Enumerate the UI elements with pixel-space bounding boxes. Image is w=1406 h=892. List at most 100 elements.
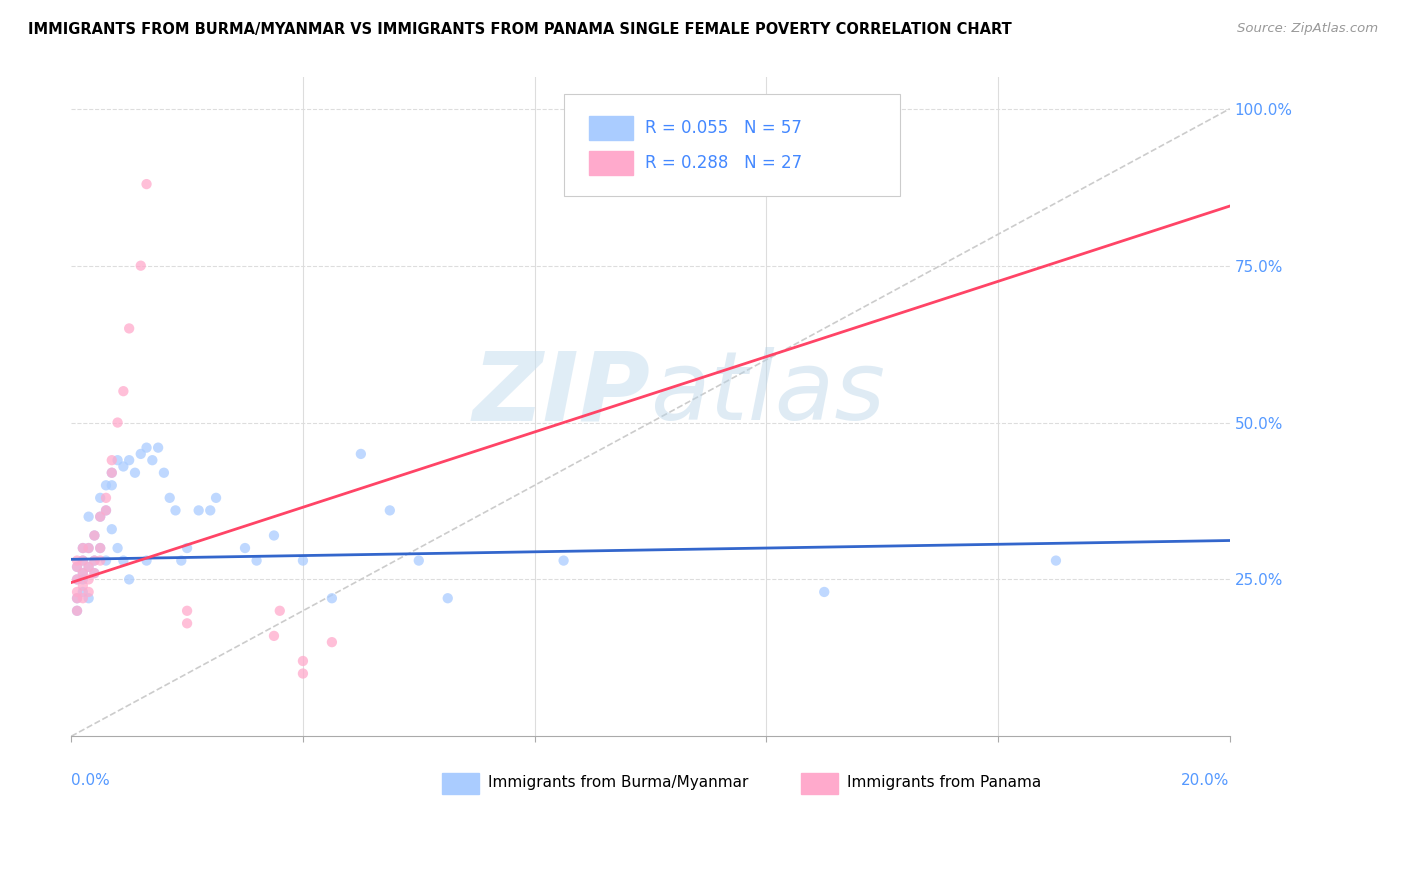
- Point: [263, 528, 285, 542]
- Point: [77, 541, 100, 555]
- Point: [107, 541, 129, 555]
- Point: [205, 491, 228, 505]
- Text: R = 0.288   N = 27: R = 0.288 N = 27: [645, 154, 801, 172]
- Point: [1045, 553, 1067, 567]
- Text: 20.0%: 20.0%: [1181, 772, 1230, 788]
- Point: [112, 553, 135, 567]
- Point: [101, 466, 124, 480]
- Point: [159, 491, 181, 505]
- Point: [72, 573, 94, 587]
- Point: [112, 384, 135, 399]
- Point: [72, 591, 94, 606]
- Point: [66, 553, 89, 567]
- Point: [408, 553, 430, 567]
- Text: IMMIGRANTS FROM BURMA/MYANMAR VS IMMIGRANTS FROM PANAMA SINGLE FEMALE POVERTY CO: IMMIGRANTS FROM BURMA/MYANMAR VS IMMIGRA…: [28, 22, 1012, 37]
- Point: [291, 654, 314, 668]
- Point: [89, 541, 111, 555]
- Text: Immigrants from Burma/Myanmar: Immigrants from Burma/Myanmar: [488, 775, 748, 790]
- Point: [72, 566, 94, 581]
- Point: [77, 591, 100, 606]
- FancyBboxPatch shape: [564, 94, 900, 196]
- Point: [118, 321, 141, 335]
- Point: [77, 559, 100, 574]
- Point: [89, 509, 111, 524]
- Point: [107, 453, 129, 467]
- Point: [378, 503, 401, 517]
- Point: [187, 503, 209, 517]
- Point: [112, 459, 135, 474]
- Point: [350, 447, 373, 461]
- Point: [101, 522, 124, 536]
- Point: [66, 559, 89, 574]
- Point: [107, 416, 129, 430]
- Point: [263, 629, 285, 643]
- Point: [436, 591, 458, 606]
- Point: [94, 491, 117, 505]
- Bar: [589, 152, 633, 175]
- Point: [94, 478, 117, 492]
- Point: [269, 604, 291, 618]
- Point: [89, 491, 111, 505]
- Point: [89, 541, 111, 555]
- Point: [66, 591, 89, 606]
- Point: [89, 509, 111, 524]
- Point: [233, 541, 256, 555]
- Point: [83, 553, 105, 567]
- Point: [246, 553, 269, 567]
- Point: [321, 635, 343, 649]
- Point: [83, 566, 105, 581]
- Point: [813, 585, 835, 599]
- Point: [94, 503, 117, 517]
- Point: [94, 503, 117, 517]
- Text: R = 0.055   N = 57: R = 0.055 N = 57: [645, 120, 801, 137]
- Point: [77, 559, 100, 574]
- Text: Immigrants from Panama: Immigrants from Panama: [848, 775, 1042, 790]
- Point: [291, 553, 314, 567]
- Point: [66, 573, 89, 587]
- Point: [129, 259, 152, 273]
- Point: [72, 579, 94, 593]
- Point: [135, 553, 157, 567]
- Point: [72, 553, 94, 567]
- Point: [321, 591, 343, 606]
- Point: [124, 466, 146, 480]
- Point: [66, 604, 89, 618]
- Point: [101, 466, 124, 480]
- Point: [176, 616, 198, 631]
- Point: [165, 503, 187, 517]
- Point: [135, 177, 157, 191]
- Point: [83, 553, 105, 567]
- Point: [129, 447, 152, 461]
- Point: [66, 585, 89, 599]
- Text: 0.0%: 0.0%: [72, 772, 110, 788]
- Text: atlas: atlas: [651, 347, 886, 440]
- Point: [89, 553, 111, 567]
- Point: [77, 541, 100, 555]
- Point: [101, 453, 124, 467]
- Point: [141, 453, 163, 467]
- Point: [200, 503, 222, 517]
- Point: [553, 553, 575, 567]
- Point: [66, 559, 89, 574]
- Point: [72, 541, 94, 555]
- Point: [176, 541, 198, 555]
- Point: [118, 453, 141, 467]
- Bar: [441, 773, 479, 794]
- Point: [77, 509, 100, 524]
- Point: [291, 666, 314, 681]
- Point: [170, 553, 193, 567]
- Point: [135, 441, 157, 455]
- Point: [94, 553, 117, 567]
- Point: [77, 573, 100, 587]
- Point: [72, 541, 94, 555]
- Point: [72, 553, 94, 567]
- Point: [146, 441, 169, 455]
- Point: [176, 604, 198, 618]
- Point: [72, 566, 94, 581]
- Point: [72, 585, 94, 599]
- Point: [66, 573, 89, 587]
- Point: [66, 591, 89, 606]
- Point: [83, 528, 105, 542]
- Text: ZIP: ZIP: [472, 347, 651, 440]
- Point: [153, 466, 176, 480]
